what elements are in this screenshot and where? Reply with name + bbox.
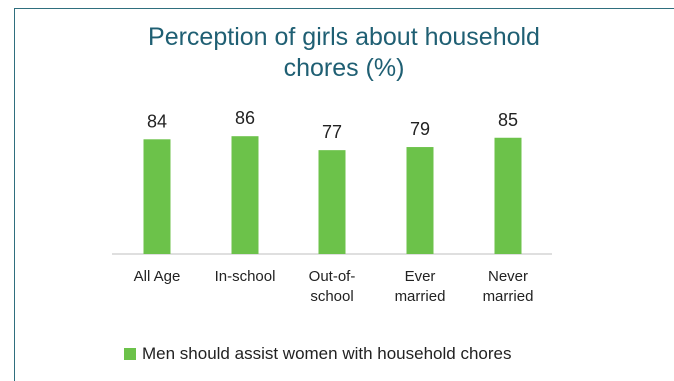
- chart-frame: [14, 8, 674, 381]
- data-label: 79: [410, 119, 430, 139]
- bar: [494, 137, 522, 254]
- data-label: 86: [235, 108, 255, 128]
- data-label: 77: [322, 122, 342, 142]
- data-label: 84: [147, 111, 167, 131]
- legend-label: Men should assist women with household c…: [142, 344, 512, 363]
- chart-title-line-2: chores (%): [283, 54, 405, 82]
- bar: [231, 136, 259, 254]
- bar: [143, 139, 171, 254]
- bar: [318, 150, 346, 254]
- chart-title-line-1: Perception of girls about household: [148, 23, 540, 51]
- category-label: school: [310, 288, 353, 305]
- legend-swatch: [124, 348, 136, 360]
- category-label: All Age: [134, 268, 181, 285]
- legend: Men should assist women with household c…: [124, 344, 511, 364]
- data-label: 85: [498, 110, 518, 130]
- chart-title: Perception of girls about household chor…: [14, 22, 674, 84]
- category-label: married: [395, 288, 446, 305]
- bar: [406, 147, 434, 254]
- category-label: Ever: [405, 268, 436, 285]
- category-label: In-school: [215, 268, 276, 285]
- category-label: Out-of-: [309, 268, 356, 285]
- category-label: Never: [488, 268, 528, 285]
- category-label: married: [483, 288, 534, 305]
